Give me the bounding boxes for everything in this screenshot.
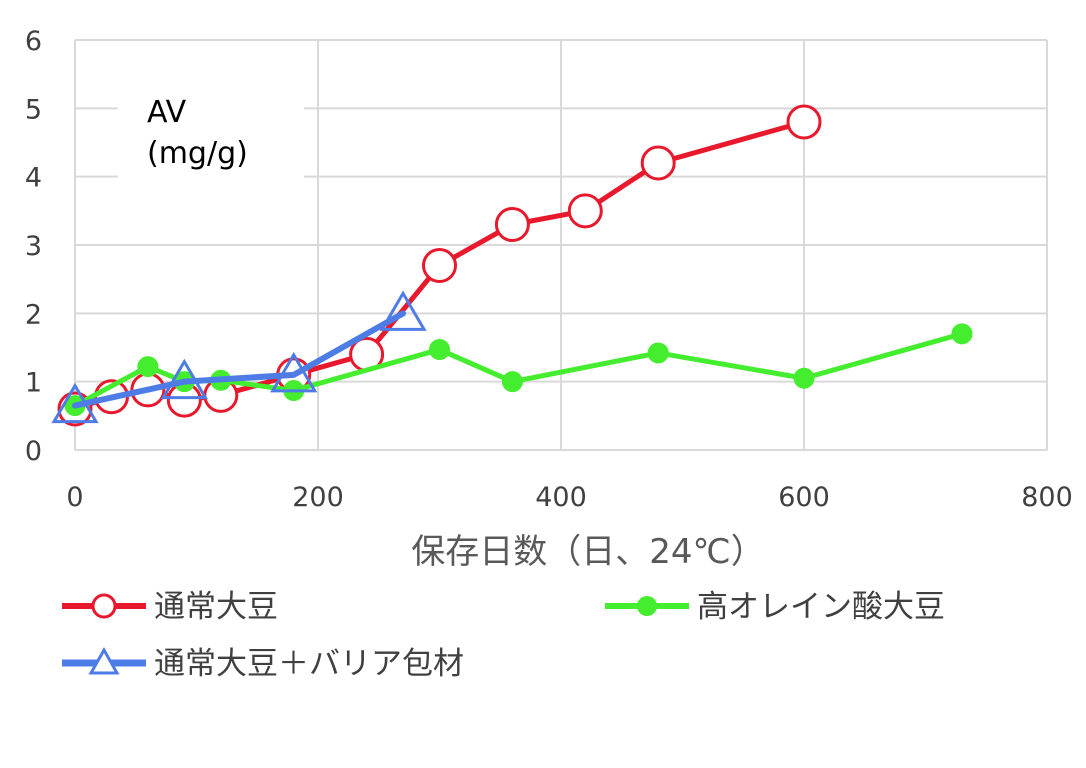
data-point — [422, 248, 457, 283]
legend-item-3: 通常大豆＋バリア包材 — [62, 646, 464, 682]
y-tick-label: 1 — [25, 368, 42, 399]
x-tick-label: 600 — [778, 482, 830, 513]
legend-marker — [637, 596, 657, 616]
y-tick-label: 4 — [25, 163, 42, 194]
data-point — [647, 342, 669, 364]
series-layer — [51, 104, 973, 427]
x-tick-label: 200 — [292, 482, 344, 513]
legend-item-2: 高オレイン酸大豆 — [605, 589, 945, 625]
data-point — [379, 290, 427, 331]
legend-label: 通常大豆＋バリア包材 — [154, 646, 464, 682]
y-tick-label: 2 — [25, 299, 42, 330]
x-tick-label: 400 — [535, 482, 587, 513]
x-axis-ticks: 0 200 400 600 800 — [66, 482, 1072, 513]
y-tick-label: 5 — [25, 94, 42, 125]
y-tick-label: 0 — [25, 436, 42, 467]
data-point — [793, 367, 815, 389]
series-line — [72, 331, 965, 409]
data-point — [494, 207, 530, 242]
y-axis-label-line-2: (mg/g) — [147, 136, 248, 171]
data-point — [786, 104, 822, 140]
y-axis-ticks: 0 1 2 3 4 5 6 — [25, 26, 42, 467]
data-point — [160, 358, 208, 400]
series-line — [72, 310, 407, 409]
data-point — [951, 323, 973, 345]
y-axis-label: AV (mg/g) — [118, 85, 304, 180]
y-axis-label-line-1: AV — [147, 95, 187, 130]
data-point — [51, 382, 99, 424]
series-3 — [51, 290, 427, 424]
data-point — [567, 193, 603, 229]
series-2 — [64, 323, 973, 417]
legend-label: 通常大豆 — [154, 589, 278, 625]
legend-label: 高オレイン酸大豆 — [697, 589, 945, 625]
data-point — [429, 339, 450, 361]
data-point — [640, 145, 676, 181]
legend-marker — [91, 593, 117, 619]
x-axis-label: 保存日数（日、24℃） — [411, 532, 764, 572]
data-point — [270, 351, 318, 393]
data-point — [137, 356, 159, 378]
x-tick-label: 800 — [1021, 482, 1073, 513]
legend-item-1: 通常大豆 — [62, 589, 278, 625]
data-point — [501, 371, 523, 393]
y-tick-label: 3 — [25, 231, 42, 262]
x-tick-label: 0 — [66, 482, 83, 513]
series-1 — [57, 104, 822, 427]
legend-marker — [88, 646, 120, 675]
y-tick-label: 6 — [25, 26, 42, 57]
